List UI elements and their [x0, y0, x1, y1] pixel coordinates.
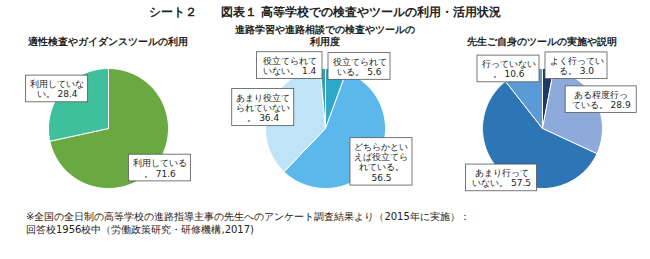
- svg-text:役立てられていない。 1.4: 役立てられていない。 1.4: [263, 56, 317, 76]
- svg-text:行っていない。 10.6: 行っていない。 10.6: [482, 59, 536, 79]
- html-text:進路学習や進路相談での検査やツールの 利用度: 進路学習や進路相談での検査やツールの 利用度: [235, 24, 415, 47]
- html-text:※全国の全日制の高等学校の進路指導主事の先生へのアンケート調: ※全国の全日制の高等学校の進路指導主事の先生へのアンケート調査結果より（2015…: [26, 211, 470, 235]
- html-text:先生ご自身のツールの実施や説明: 先生ご自身のツールの実施や説明: [467, 36, 617, 47]
- svg-text:あまり行っていない。 57.5: あまり行っていない。 57.5: [472, 168, 531, 188]
- html-text:シート２ 図表１ 高等学校での検査やツールの利用・活用状況: シート２ 図表１ 高等学校での検査やツールの利用・活用状況: [148, 5, 502, 19]
- svg-text:利用していない。 28.4: 利用していない。 28.4: [30, 79, 84, 99]
- svg-text:ある程度行っている。 28.9: ある程度行っている。 28.9: [572, 90, 631, 110]
- svg-text:利用している。 71.6: 利用している。 71.6: [133, 158, 187, 178]
- svg-text:どちらかといえば役立てられている。56.5: どちらかといえば役立てられている。56.5: [354, 142, 408, 183]
- svg-text:あまり役立てられていない。 36.4: あまり役立てられていない。 36.4: [236, 93, 290, 124]
- svg-text:よく行っている。 3.0: よく行っている。 3.0: [550, 56, 604, 76]
- html-text:適性検査やガイダンスツールの利用: 適性検査やガイダンスツールの利用: [28, 36, 188, 47]
- svg-text:役立てられている。 5.6: 役立てられている。 5.6: [333, 57, 387, 77]
